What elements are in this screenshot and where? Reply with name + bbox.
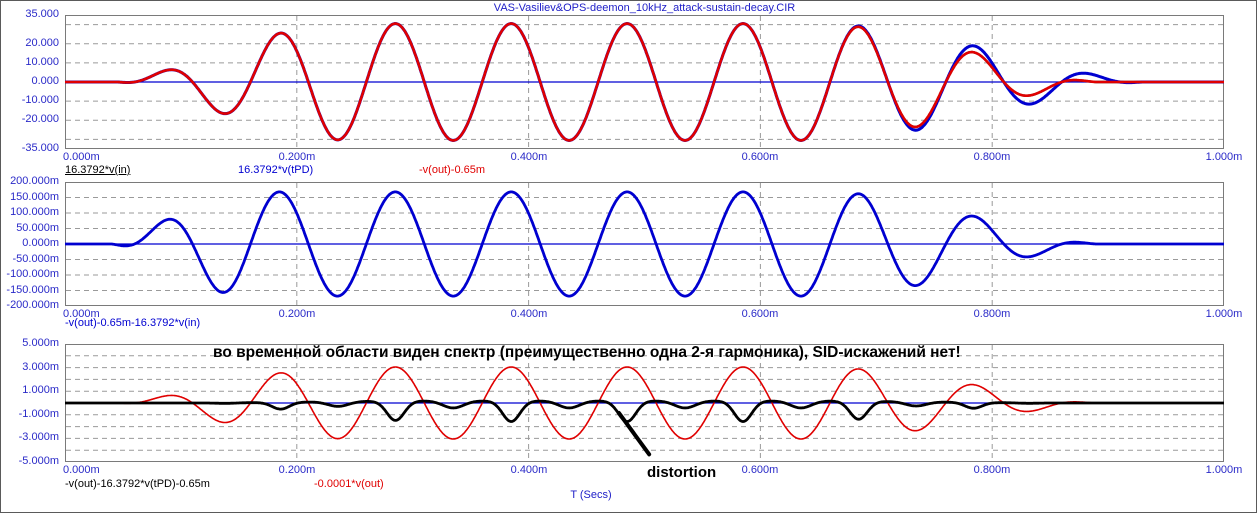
plot-3-ytick: -5.000m (18, 455, 59, 467)
plot-3-ytick: 5.000m (22, 337, 59, 349)
plot-2-canvas (65, 182, 1224, 306)
plot-2-ytick: -200.000m (6, 299, 59, 311)
plot-3-xtick: 0.800m (973, 464, 1011, 476)
distortion-pointer-line (617, 411, 652, 457)
plot-2-ytick: 150.000m (10, 191, 59, 203)
plot-1-ytick: 10.000 (25, 56, 59, 68)
plot-2-ytick: 200.000m (10, 175, 59, 187)
annotation-text: во временной области виден спектр (преим… (213, 344, 961, 361)
trace--v-out-16-3792-v-tpd-0-65m (65, 399, 1224, 423)
plot-2-ytick: -50.000m (12, 253, 59, 265)
plot-2-xtick: 0.800m (973, 308, 1011, 320)
plot-1-ytick: 20.000 (25, 37, 59, 49)
plot-1-xtick: 0.800m (973, 151, 1011, 163)
plot-title: VAS-Vasiliev&OPS-deemon_10kHz_attack-sus… (493, 2, 796, 14)
plot-2-xtick: 0.600m (741, 308, 779, 320)
plot-1-legend-item: -v(out)-0.65m (419, 164, 486, 176)
trace--0-0001-v-out- (65, 366, 1224, 440)
plot-3-canvas (65, 344, 1224, 462)
plot-1-ytick: -10.000 (21, 94, 59, 106)
plot-3-legend-item: -v(out)-16.3792*v(tPD)-0.65m (65, 478, 210, 490)
plot-1-xtick: 0.000m (63, 151, 100, 163)
plot-1-xtick: 0.600m (741, 151, 779, 163)
plot-1-ytick: 0.000 (31, 75, 59, 87)
plot-2-xtick: 0.400m (510, 308, 548, 320)
plot-2-ytick: -100.000m (6, 268, 59, 280)
plot-2-xtick: 1.000m (1205, 308, 1243, 320)
trace--v-out-0-65m (65, 22, 1224, 142)
plot-1-xtick: 1.000m (1205, 151, 1243, 163)
plot-3-xtick: 1.000m (1205, 464, 1243, 476)
plot-3-ytick: 3.000m (22, 361, 59, 373)
plot-2-xtick: 0.200m (278, 308, 316, 320)
plot-1-xtick: 0.200m (278, 151, 316, 163)
plot-2-ytick: 0.000m (22, 237, 59, 249)
plot-2-ytick: 100.000m (10, 206, 59, 218)
plot-1-ytick: 35.000 (25, 8, 59, 20)
plot-3-xtick: 0.400m (510, 464, 548, 476)
plot-1-ytick: -20.000 (21, 113, 59, 125)
plot-1-legend-item: 16.3792*v(in) (65, 164, 131, 176)
plot-3-xtick: 0.600m (741, 464, 779, 476)
plot-2-ytick: 50.000m (16, 222, 59, 234)
plot-3-ytick: -3.000m (18, 431, 59, 443)
plot-3-ytick: -1.000m (18, 408, 59, 420)
plot-1-ytick: -35.000 (21, 142, 59, 154)
plot-2-legend-item: -v(out)-0.65m-16.3792*v(in) (65, 317, 201, 329)
plot-1-canvas (65, 15, 1224, 149)
plot-1-legend-item: 16.3792*v(tPD) (238, 164, 314, 176)
plot-3-xtick: 0.200m (278, 464, 316, 476)
plot-2-xtick: 0.000m (63, 308, 100, 320)
distortion-label: distortion (647, 464, 717, 481)
plot-1-xtick: 0.400m (510, 151, 548, 163)
plot-2-ytick: -150.000m (6, 284, 59, 296)
plot-3-legend-item: -0.0001*v(out) (314, 478, 384, 490)
plot-3-ytick: 1.000m (22, 384, 59, 396)
x-axis-title: T (Secs) (570, 489, 612, 501)
plot-3-xtick: 0.000m (63, 464, 100, 476)
trace--v-out-0-65m-16-3792-v-in- (65, 190, 1224, 298)
